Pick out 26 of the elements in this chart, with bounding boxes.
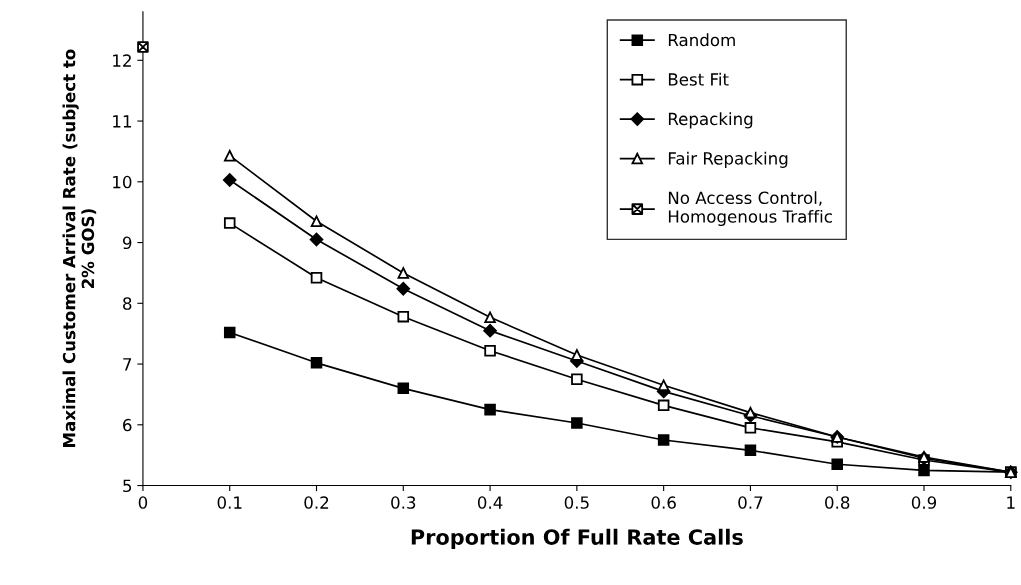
y-tick-label: 9 (122, 236, 132, 250)
x-tick-label: 0.4 (477, 496, 503, 509)
y-axis-title: Maximal Customer Arrival Rate (subject to 2% GOS) (62, 49, 97, 447)
x-tick-label: 0.1 (217, 496, 242, 509)
x-tick-label: 1 (1007, 496, 1015, 509)
x-tick-label: 0 (138, 496, 148, 509)
y-tick-label: 10 (113, 175, 132, 189)
x-tick-label: 0.9 (911, 496, 937, 509)
y-tick-label: 7 (123, 358, 132, 371)
y-tick-label: 12 (113, 54, 131, 67)
x-tick-label: 0.3 (391, 496, 416, 509)
legend-label: Random (668, 33, 735, 47)
legend-label: Best Fit (668, 72, 729, 86)
x-tick-label: 0.8 (825, 496, 850, 509)
y-tick-label: 5 (123, 479, 132, 493)
x-tick-label: 0.6 (651, 496, 676, 509)
x-tick-label: 0.5 (564, 496, 589, 509)
y-tick-label: 11 (113, 115, 131, 128)
x-tick-label: 0.7 (738, 496, 763, 509)
y-tick-label: 8 (123, 297, 132, 310)
x-tick-label: 0.2 (304, 496, 329, 509)
x-axis-title: Proportion Of Full Rate Calls (411, 528, 743, 549)
legend-label: Repacking (668, 112, 753, 129)
legend-label: Fair Repacking (668, 151, 788, 168)
legend-label: No Access Control, Homogenous Traffic (668, 191, 832, 227)
y-tick-label: 6 (123, 418, 132, 432)
